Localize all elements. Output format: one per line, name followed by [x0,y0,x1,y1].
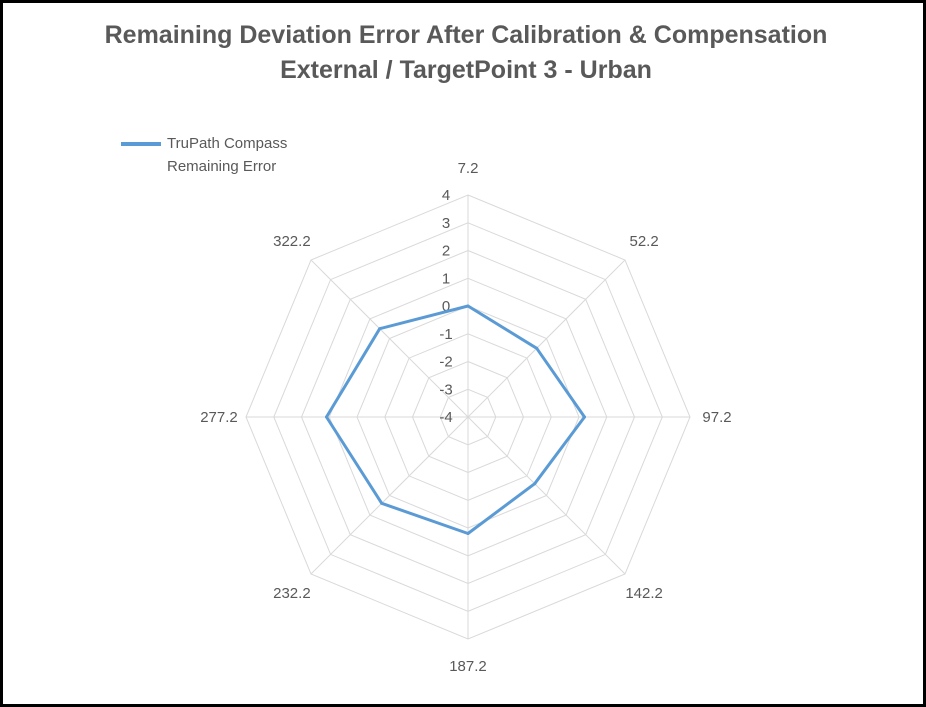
category-label: 232.2 [273,585,311,602]
radial-tick-label: 2 [442,243,450,260]
chart-subtitle: External / TargetPoint 3 - Urban [280,56,652,84]
grid-spoke [467,416,626,575]
radial-tick-label: 3 [442,215,450,232]
radial-tick-label: 1 [442,270,450,287]
data-point [466,532,470,535]
data-point [325,415,328,419]
category-label: 142.2 [625,585,663,602]
grid-spoke [467,259,626,418]
category-label: 322.2 [273,233,311,250]
data-point [378,327,382,331]
radial-tick-label: 4 [442,187,450,204]
data-point [583,415,586,419]
category-label: 52.2 [629,233,658,250]
radial-tick-label: -2 [439,354,452,371]
radial-tick-label: 0 [442,298,450,315]
radial-tick-label: -3 [439,381,452,398]
data-point [535,346,539,350]
radial-tick-label: -1 [439,326,452,343]
category-label: 7.2 [458,160,479,177]
chart-title: Remaining Deviation Error After Calibrat… [104,21,828,49]
legend-label: TruPath Compass Remaining Error [167,135,288,175]
series-line [325,304,586,535]
data-point [380,501,384,505]
data-point [533,482,537,486]
category-label: 97.2 [702,409,731,426]
category-label: 187.2 [449,658,487,675]
grid-spoke [310,259,469,418]
grid-spoke [310,416,469,575]
radial-tick-label: -4 [439,409,452,426]
legend-swatch [121,142,161,146]
category-label: 277.2 [200,409,238,426]
data-point [466,304,470,308]
